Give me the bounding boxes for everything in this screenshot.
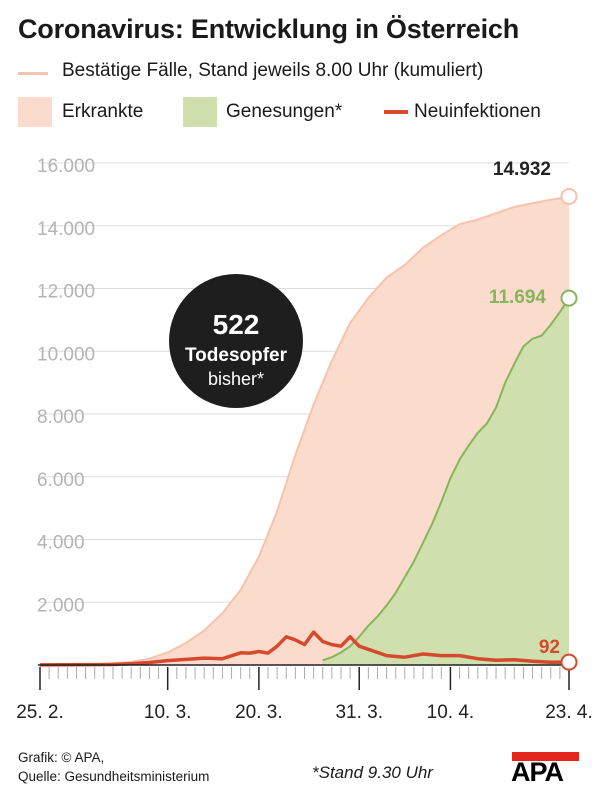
- apa-logo-text: APA: [511, 757, 564, 787]
- x-tick-label-2: 20. 3.: [235, 702, 283, 723]
- apa-logo: APA: [511, 752, 579, 787]
- deaths-badge: 522 Todesopfer bisher*: [169, 274, 303, 408]
- chart-title: Coronavirus: Entwicklung in Österreich: [18, 14, 519, 44]
- erkrankte-end-label: 14.932: [493, 159, 551, 180]
- subtitle-line-swatch: [18, 72, 48, 75]
- x-tick-label-5: 23. 4.: [545, 702, 593, 723]
- footer-source: Grafik: © APA, Quelle: Gesundheitsminist…: [18, 748, 209, 786]
- chart-subtitle: Bestätige Fälle, Stand jeweils 8.00 Uhr …: [62, 60, 484, 81]
- y-tick-label-6000: 6.000: [37, 470, 85, 491]
- chart-area: 25. 2. 10. 3. 20. 3. 31. 3. 10. 4. 23. 4. 2.0…: [16, 156, 593, 723]
- genesungen-end-label: 11.694: [489, 287, 546, 308]
- series-genesungen-area: [322, 298, 569, 665]
- legend-label-erkrankte: Erkrankte: [62, 101, 144, 122]
- y-tick-label-8000: 8.000: [37, 407, 85, 428]
- y-tick-label-10000: 10.000: [37, 344, 95, 365]
- marker-neuinfektionen-end: [560, 653, 578, 671]
- legend: Erkrankte Genesungen* Neuinfektionen: [0, 97, 597, 127]
- y-tick-label-12000: 12.000: [37, 282, 95, 303]
- legend-label-genesungen: Genesungen*: [226, 101, 343, 122]
- footer-note: *Stand 9.30 Uhr: [312, 763, 433, 782]
- footer-credit: Grafik: © APA,: [18, 750, 105, 765]
- deaths-label: Todesopfer: [185, 345, 288, 366]
- y-tick-label-2000: 2.000: [37, 595, 85, 616]
- deaths-number: 522: [213, 309, 260, 340]
- legend-swatch-neuinfektionen: [384, 110, 408, 114]
- x-tick-label-4: 10. 4.: [427, 702, 475, 723]
- y-tick-label-4000: 4.000: [37, 533, 85, 554]
- marker-genesungen-end: [560, 289, 578, 307]
- series-genesungen-line: [322, 297, 570, 662]
- x-tick-label-0: 25. 2.: [16, 702, 64, 723]
- footer-quelle: Quelle: Gesundheitsministerium: [18, 769, 210, 784]
- x-tick-label-3: 31. 3.: [335, 702, 383, 723]
- deaths-sublabel: bisher*: [208, 369, 264, 389]
- legend-swatch-erkrankte: [18, 97, 52, 127]
- series-neuinfektionen-line: [39, 630, 570, 667]
- y-tick-label-14000: 14.000: [37, 219, 95, 240]
- marker-erkrankte-end: [560, 188, 578, 206]
- y-tick-label-16000: 16.000: [37, 156, 95, 177]
- apa-logo-bar: [512, 752, 579, 761]
- legend-swatch-genesungen: [183, 97, 217, 127]
- legend-label-neuinfektionen: Neuinfektionen: [414, 101, 541, 122]
- neuinfektionen-end-label: 92: [539, 637, 560, 658]
- series-erkrankte-line: [39, 195, 570, 666]
- x-tick-label-1: 10. 3.: [144, 702, 192, 723]
